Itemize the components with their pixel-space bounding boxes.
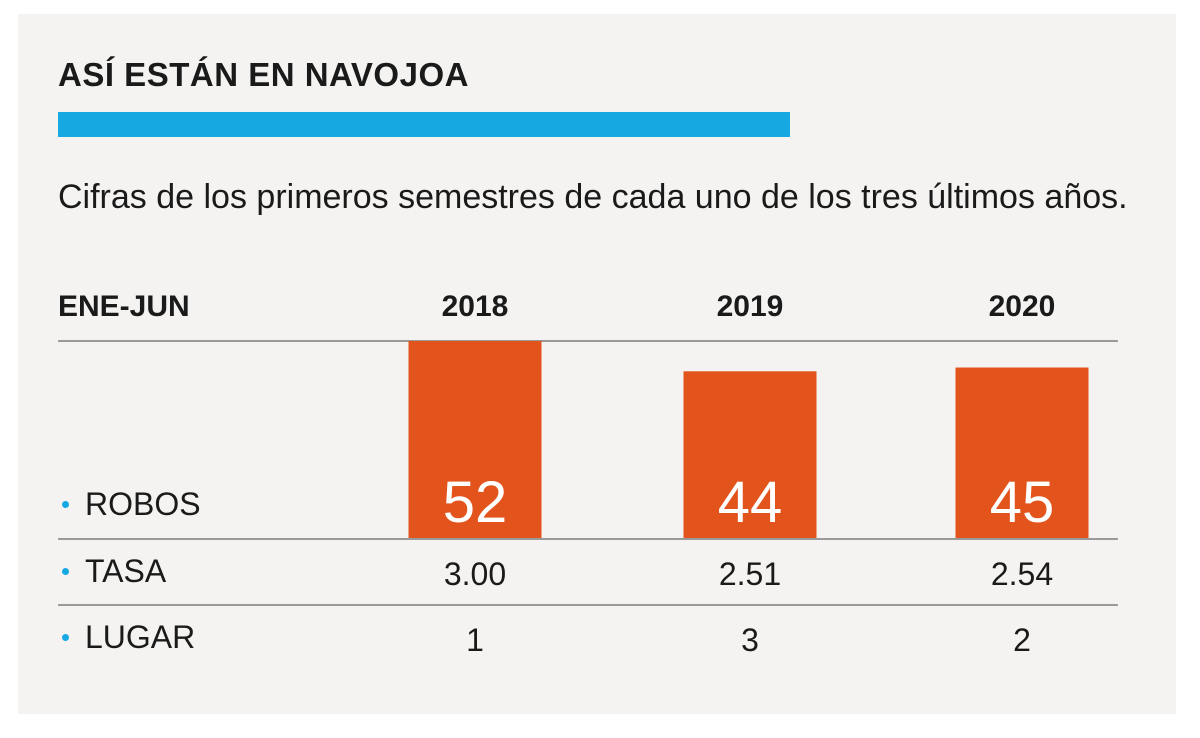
robos-row-divider — [58, 538, 1118, 540]
row-label-tasa-text: TASA — [85, 553, 167, 589]
row-label-robos: ROBOS — [62, 486, 201, 523]
row-label-robos-text: ROBOS — [85, 486, 201, 522]
header-period-label: ENE-JUN — [58, 290, 190, 323]
tasa-row-divider — [58, 604, 1118, 606]
year-header-2019: 2019 — [716, 290, 784, 323]
row-label-tasa: TASA — [62, 553, 166, 590]
row-label-lugar-text: LUGAR — [85, 619, 196, 655]
bar-2018 — [408, 341, 542, 538]
lugar-2019: 3 — [741, 622, 759, 658]
tasa-2020: 2.54 — [990, 556, 1054, 592]
year-header-2018: 2018 — [441, 290, 509, 323]
bar-2020 — [955, 367, 1089, 538]
row-label-lugar: LUGAR — [62, 619, 195, 656]
bar-2019 — [683, 371, 817, 538]
bullet-icon — [62, 634, 69, 641]
title-accent-bar — [58, 112, 790, 137]
bar-value-label-2020: 45 — [990, 470, 1055, 535]
header-divider — [58, 340, 1118, 342]
lugar-2020: 2 — [1013, 622, 1031, 658]
tasa-2019: 2.51 — [718, 556, 782, 592]
lugar-2018: 1 — [466, 622, 484, 658]
bar-value-label-2019: 44 — [718, 470, 783, 535]
chart-subtitle: Cifras de los primeros semestres de cada… — [58, 178, 1128, 216]
tasa-2018: 3.00 — [443, 556, 507, 592]
bar-value-label-2018: 52 — [443, 470, 508, 535]
bullet-icon — [62, 501, 69, 508]
bullet-icon — [62, 568, 69, 575]
year-header-2020: 2020 — [988, 290, 1056, 323]
chart-title: ASÍ ESTÁN EN NAVOJOA — [58, 56, 469, 93]
